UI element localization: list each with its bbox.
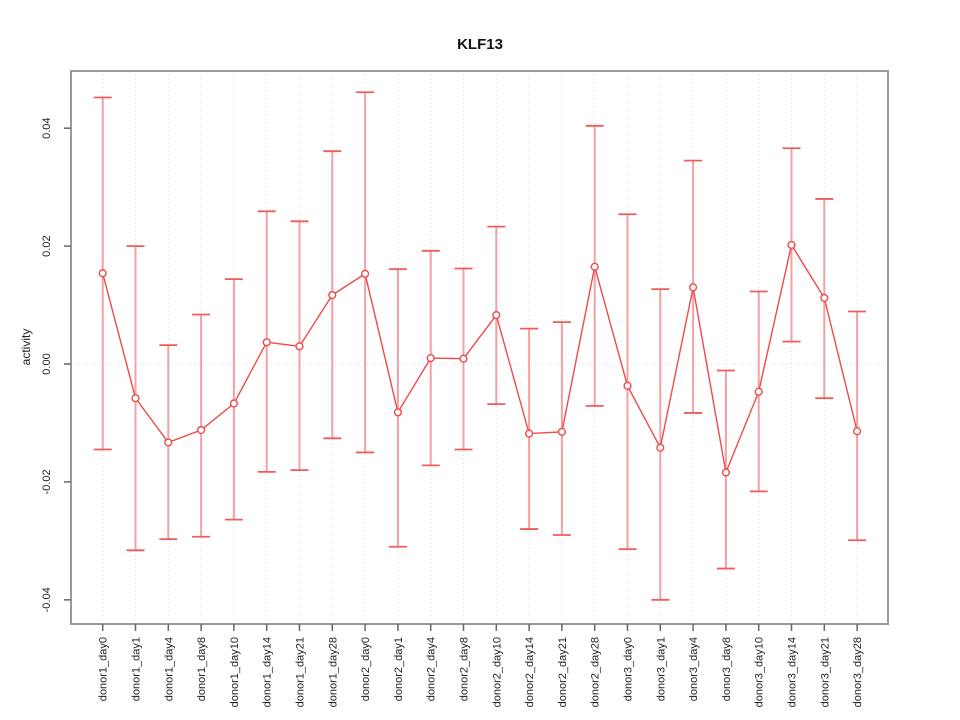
x-tick-label: donor3_day1 [655,637,667,701]
x-tick-label: donor1_day1 [131,637,143,701]
data-point [656,443,665,452]
data-point [393,408,403,417]
x-tick-label: donor1_day0 [98,637,110,701]
x-tick-label: donor1_day4 [163,637,175,701]
x-tick-label: donor1_day10 [229,637,241,707]
data-point [852,427,862,436]
data-point [721,468,731,477]
x-tick-label: donor3_day28 [852,637,864,707]
data-point [361,269,370,278]
y-tick-label: 0.04 [41,117,53,138]
plot-graphics: -0.04 -0.02 0.00 0.02 0.04 donor1_day0 donor1_… [41,70,889,707]
x-tick-label: donor3_day0 [623,637,635,701]
x-tick-label: donor2_day4 [426,637,438,701]
data-point [426,354,435,363]
data-point [197,425,206,435]
data-point [623,381,632,390]
x-tick-label: donor2_day8 [459,637,471,701]
x-tick-label: donor2_day10 [491,637,503,707]
chart-title: KLF13 [457,36,503,53]
y-tick-label: 0.02 [41,235,53,256]
x-tick-label: donor2_day1 [393,637,405,701]
data-point [295,342,304,351]
data-point [787,240,796,250]
data-point [164,438,173,447]
x-tick-label: donor3_day21 [819,637,831,707]
data-point [688,283,698,292]
data-point [262,338,271,347]
y-tick-label: 0.00 [41,353,53,374]
x-tick-label: donor1_day8 [196,637,208,701]
x-tick-label: donor1_day28 [327,637,339,707]
x-tick-label: donor2_day21 [557,637,569,707]
data-point [98,269,107,278]
x-tick-label: donor1_day14 [262,637,274,707]
data-point [754,387,763,396]
x-tick-label: donor3_day14 [787,637,799,707]
y-tick-label: -0.04 [41,587,53,612]
y-tick-label: -0.02 [41,469,53,494]
data-point [492,310,501,320]
x-tick-label: donor3_day4 [688,637,700,701]
series-line [102,243,858,475]
data-point [557,427,567,436]
x-tick-label: donor2_day0 [360,637,372,701]
data-point [524,429,534,438]
x-tick-label: donor1_day21 [295,637,307,707]
x-tick-label: donor3_day8 [721,637,733,701]
data-point [229,399,239,408]
plot-box [70,70,889,625]
y-axis-label: activity [19,329,33,366]
data-point [459,354,468,363]
data-point [590,262,599,271]
data-point [131,394,140,403]
x-tick-label: donor2_day14 [524,637,536,707]
data-point [328,290,337,300]
x-tick-label: donor2_day28 [590,637,602,707]
data-point [820,293,829,303]
x-tick-label: donor3_day10 [754,637,766,707]
